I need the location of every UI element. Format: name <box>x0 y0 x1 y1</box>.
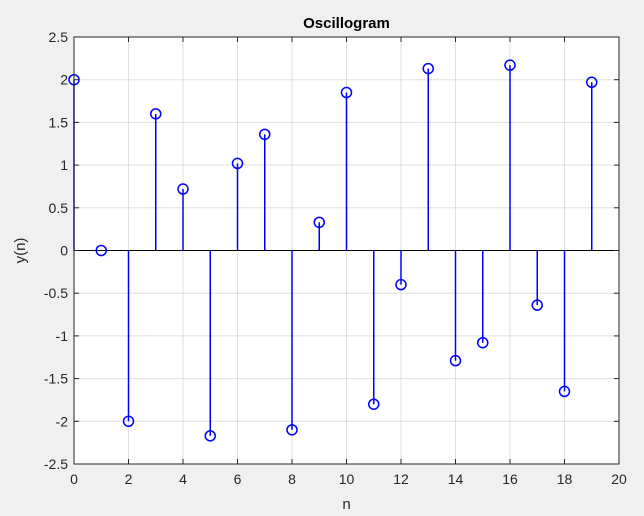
stem-marker <box>558 385 571 398</box>
x-tick-label: 10 <box>339 471 355 487</box>
x-tick-label: 8 <box>288 471 296 487</box>
stem-marker <box>340 86 353 99</box>
stem-marker <box>150 108 162 120</box>
stem-marker <box>477 336 489 349</box>
y-tick-label: 1 <box>60 157 68 173</box>
y-tick-label: 1.5 <box>49 114 69 130</box>
stem-marker <box>177 183 189 195</box>
x-tick-labels: 0 2 4 6 8 10 12 14 16 18 20 <box>70 471 627 487</box>
y-axis-label: y(n) <box>12 238 29 264</box>
y-tick-label: 0.5 <box>49 200 69 216</box>
x-tick-label: 6 <box>234 471 242 487</box>
stem-marker <box>395 278 407 291</box>
stem-marker <box>504 59 516 71</box>
y-tick-label: -2 <box>56 413 69 429</box>
y-tick-label: 2 <box>60 72 68 88</box>
stem-marker <box>531 299 543 311</box>
x-tick-label: 18 <box>557 471 573 487</box>
stem-marker <box>95 244 107 257</box>
x-tick-label: 2 <box>125 471 133 487</box>
stem-marker <box>231 157 244 170</box>
tick-marks <box>73 36 620 465</box>
y-tick-label: -0.5 <box>44 285 68 301</box>
stem-marker <box>259 128 271 141</box>
chart-title: Oscillogram <box>303 15 390 32</box>
stem-marker <box>286 424 298 436</box>
y-tick-label: -1.5 <box>44 371 68 387</box>
stem-marker <box>449 354 462 367</box>
y-tick-labels: 2.5 2 1.5 1 0.5 0 -0.5 -1 -1.5 -2 -2.5 <box>44 29 68 472</box>
y-tick-label: -1 <box>56 328 69 344</box>
x-tick-label: 4 <box>179 471 187 487</box>
stem-marker <box>422 62 434 75</box>
stem-marker <box>122 415 135 428</box>
x-tick-label: 20 <box>611 471 627 487</box>
x-tick-label: 12 <box>393 471 409 487</box>
y-tick-label: 0 <box>60 243 68 259</box>
x-axis-label: n <box>342 496 350 513</box>
x-tick-label: 0 <box>70 471 78 487</box>
y-tick-label: 2.5 <box>49 29 69 45</box>
stem-marker <box>586 76 598 89</box>
stem-marker <box>204 430 216 442</box>
x-tick-label: 16 <box>502 471 518 487</box>
x-tick-label: 14 <box>448 471 464 487</box>
stem-marker <box>368 398 380 410</box>
y-tick-label: -2.5 <box>44 456 68 472</box>
stem-marker <box>313 216 325 229</box>
